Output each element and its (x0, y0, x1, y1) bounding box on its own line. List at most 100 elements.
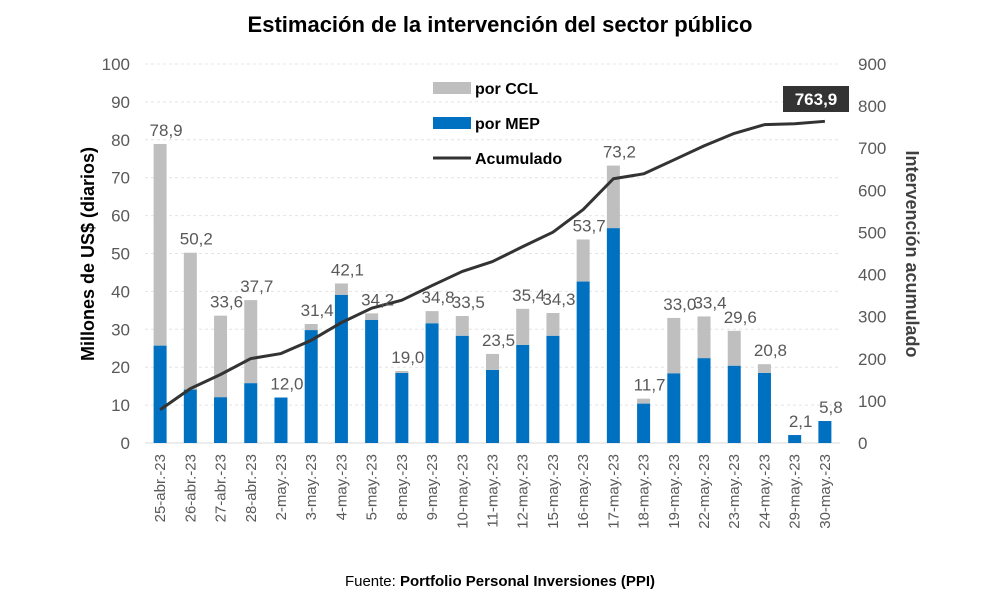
y2-tick-label: 400 (858, 266, 886, 285)
y-tick-label: 10 (111, 396, 130, 415)
data-label: 33,4 (693, 293, 726, 312)
data-label: 23,5 (482, 331, 515, 350)
legend-swatch-ccl (433, 82, 471, 94)
bar-mep (697, 358, 711, 443)
x-tick-label: 15-may.-23 (545, 454, 562, 529)
bar-mep (274, 397, 288, 443)
x-tick-label: 4-may.-23 (333, 454, 350, 520)
x-tick-label: 23-may.-23 (726, 454, 743, 529)
x-tick-label: 17-may.-23 (605, 454, 622, 529)
data-label: 2,1 (789, 412, 813, 431)
bar-ccl (304, 323, 318, 331)
chart-title: Estimación de la intervención del sector… (248, 12, 753, 37)
data-label: 31,4 (301, 301, 334, 320)
x-tick-label: 16-may.-23 (575, 454, 592, 529)
data-label: 50,2 (180, 230, 213, 249)
x-tick-label: 5-may.-23 (364, 454, 381, 520)
right-axis-ticks: 0 100 200 300 400 500 600 700 800 900 (858, 55, 886, 453)
gridlines (145, 63, 840, 444)
x-tick-label: 22-may.-23 (696, 454, 713, 529)
x-tick-label: 12-may.-23 (515, 454, 532, 529)
data-label: 19,0 (391, 348, 424, 367)
acumulado-line (159, 119, 826, 412)
x-tick-label: 25-abr.-23 (152, 454, 169, 522)
bar-mep (244, 383, 258, 443)
bar-ccl (455, 316, 469, 336)
data-label: 33,5 (452, 293, 485, 312)
data-label: 33,6 (210, 293, 243, 312)
bar-mep (818, 421, 832, 443)
bar-ccl (153, 143, 167, 346)
bar-ccl (697, 316, 711, 359)
bar-mep (788, 435, 802, 443)
y2-tick-label: 900 (858, 55, 886, 74)
y2-tick-label: 300 (858, 308, 886, 327)
data-label: 42,1 (331, 260, 364, 279)
final-value-annotation: 763,9 (783, 86, 849, 112)
bar-ccl (516, 308, 530, 345)
data-label: 37,7 (240, 277, 273, 296)
bar-ccl (395, 370, 409, 373)
bar-mep (395, 372, 409, 443)
left-axis-ticks: 0 10 20 30 40 50 60 70 80 90 100 (102, 55, 130, 453)
y-tick-label: 50 (111, 245, 130, 264)
bar-ccl (425, 311, 439, 324)
bar-mep (455, 335, 469, 443)
bar-mep (365, 319, 379, 443)
x-tick-label: 28-abr.-23 (243, 454, 260, 522)
y2-axis-label: Intervención acumulado (902, 150, 922, 357)
x-tick-label: 29-may.-23 (787, 454, 804, 529)
y2-tick-label: 500 (858, 223, 886, 242)
data-label: 34,2 (361, 290, 394, 309)
bar-ccl (486, 353, 499, 370)
x-tick-label: 24-may.-23 (756, 454, 773, 529)
bar-mep (153, 345, 167, 443)
x-tick-label: 18-may.-23 (636, 454, 653, 529)
y2-tick-label: 100 (858, 392, 886, 411)
bar-ccl (546, 313, 560, 336)
cumulative-line (159, 119, 826, 412)
y2-tick-label: 0 (858, 434, 867, 453)
bar-mep (546, 335, 560, 443)
y2-tick-label: 200 (858, 350, 886, 369)
y-axis-label: Millones de US$ (diarios) (78, 147, 98, 361)
source-note: Fuente: Portfolio Personal Inversiones (… (345, 573, 655, 590)
bar-mep (637, 403, 651, 443)
bar-mep (727, 365, 741, 443)
data-label: 11,7 (634, 376, 666, 395)
x-tick-label: 3-may.-23 (303, 454, 320, 520)
y-tick-label: 20 (111, 358, 130, 377)
x-tick-label: 11-may.-23 (485, 454, 502, 528)
bar-ccl (637, 398, 651, 404)
final-value-label: 763,9 (795, 90, 838, 109)
legend: por CCL por MEP Acumulado (433, 81, 562, 168)
y-tick-label: 40 (111, 282, 130, 301)
legend-swatch-mep (433, 117, 471, 129)
bar-ccl (244, 300, 258, 384)
bar-ccl (576, 239, 590, 282)
data-label: 29,6 (724, 308, 757, 327)
data-label: 78,9 (150, 121, 183, 140)
legend-label-acumulado: Acumulado (475, 151, 562, 168)
bar-ccl (667, 317, 681, 374)
x-tick-label: 19-may.-23 (666, 454, 683, 529)
legend-label-ccl: por CCL (475, 81, 538, 98)
bar-mep (516, 344, 530, 443)
bar-mep (576, 281, 590, 443)
bar-ccl (183, 252, 197, 390)
data-labels: 78,9 50,2 33,637,7 12,0 31,4 42,1 34,2 19,0 34,8… (150, 121, 843, 431)
data-label: 73,2 (603, 143, 636, 162)
y2-tick-label: 600 (858, 181, 886, 200)
y2-tick-label: 700 (858, 139, 886, 158)
bar-ccl (365, 313, 379, 320)
bar-mep (214, 397, 228, 443)
bar-ccl (606, 165, 620, 229)
bar-mep (334, 294, 348, 443)
y-tick-label: 80 (111, 131, 130, 150)
x-tick-label: 2-may.-23 (273, 454, 290, 520)
x-tick-label: 26-abr.-23 (182, 454, 199, 522)
bar-mep (425, 323, 439, 443)
bar-mep (757, 372, 771, 443)
data-label: 34,8 (422, 288, 455, 307)
